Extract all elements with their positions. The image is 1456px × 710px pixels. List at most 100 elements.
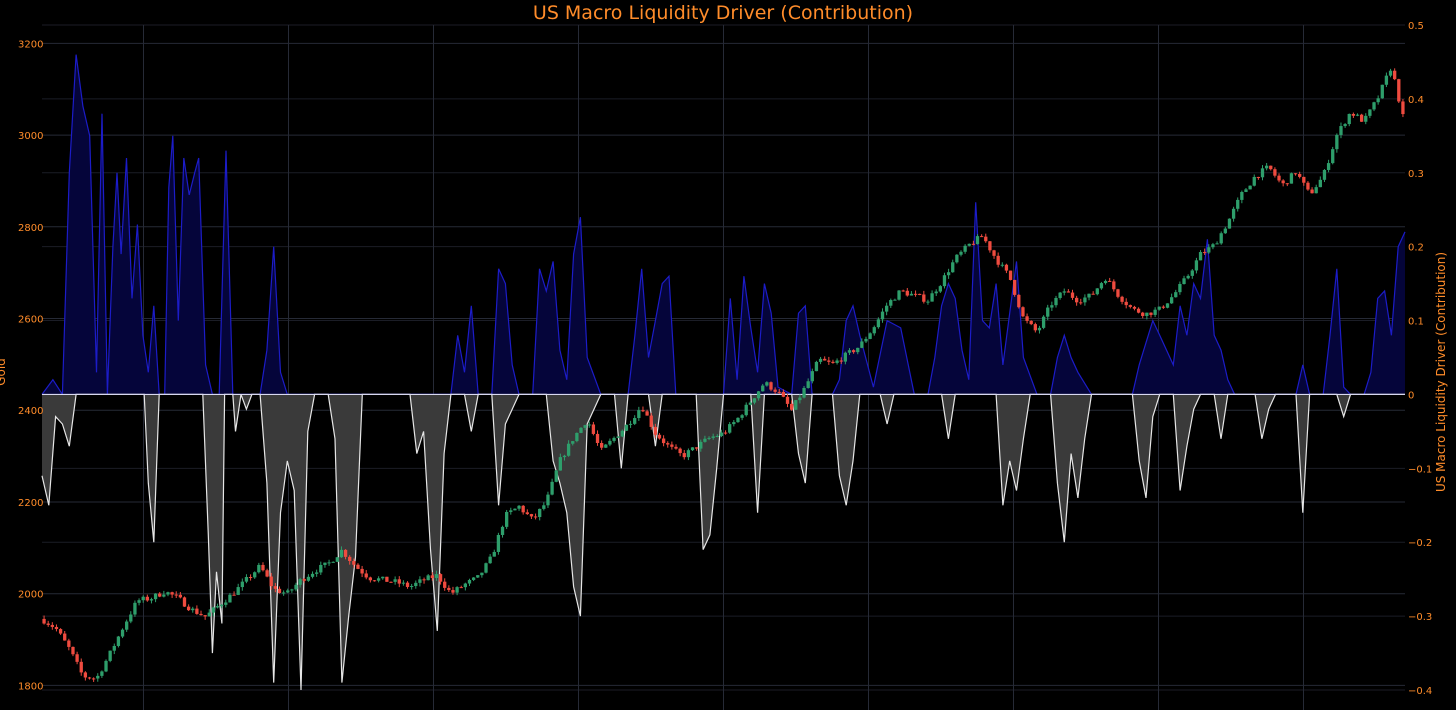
- candle-body: [232, 594, 236, 596]
- right-axis-tick-label: 0.1: [1408, 317, 1424, 328]
- candle-body: [533, 516, 538, 518]
- candle-body: [1190, 270, 1194, 276]
- candle-body: [174, 594, 178, 596]
- candle-body: [934, 291, 938, 294]
- candle-body: [1388, 70, 1393, 76]
- candle-body: [587, 424, 591, 426]
- candle-body: [975, 236, 980, 245]
- candle-body: [566, 443, 571, 456]
- candle-body: [364, 573, 368, 578]
- candle-body: [248, 577, 253, 579]
- candle-body: [1157, 306, 1161, 310]
- candle-body: [112, 645, 116, 651]
- candle-body: [1132, 306, 1137, 309]
- candle-body: [1041, 316, 1046, 328]
- candle-body: [521, 505, 525, 513]
- left-axis-tick-label: 3200: [18, 39, 43, 50]
- candle-body: [191, 608, 195, 611]
- candle-body: [1050, 305, 1054, 308]
- candle-body: [529, 514, 534, 517]
- candle-body: [162, 594, 166, 597]
- candle-body: [1120, 296, 1124, 302]
- candle-body: [794, 400, 798, 410]
- candle-body: [1223, 228, 1227, 234]
- candle-body: [1169, 297, 1174, 304]
- candle-body: [451, 590, 455, 593]
- candle-body: [1141, 312, 1145, 316]
- candle-body: [959, 251, 963, 255]
- candle-body: [674, 446, 678, 449]
- candle-body: [913, 293, 918, 295]
- left-axis-tick-label: 2000: [18, 590, 43, 601]
- candle-body: [785, 396, 790, 404]
- candle-body: [1099, 283, 1104, 289]
- left-axis-tick-label: 1800: [18, 681, 43, 692]
- right-axis-tick-label: −0.3: [1408, 612, 1432, 623]
- candle-body: [488, 556, 492, 564]
- left-axis-ticks: 1800 2000 2200 2400 2600 2800 3000 3200: [18, 39, 43, 692]
- candle-body: [600, 443, 604, 448]
- candle-body: [1145, 312, 1149, 316]
- candle-body: [562, 455, 567, 458]
- candle-body: [1194, 260, 1199, 271]
- candle-body: [595, 433, 600, 444]
- candle-body: [319, 564, 323, 573]
- candle-body: [723, 432, 728, 434]
- candle-body: [352, 561, 356, 565]
- candle-body: [963, 245, 967, 252]
- candle-body: [1186, 275, 1190, 279]
- candle-body: [608, 440, 612, 445]
- left-axis-tick-label: 2400: [18, 406, 43, 417]
- candle-body: [889, 300, 893, 306]
- candle-body: [1128, 305, 1132, 307]
- left-axis-tick-label: 2800: [18, 223, 43, 234]
- candle-body: [224, 602, 228, 605]
- candle-body: [505, 511, 509, 527]
- candle-body: [893, 299, 897, 301]
- candle-body: [1149, 312, 1153, 315]
- candle-body: [182, 597, 187, 607]
- candle-body: [628, 423, 633, 425]
- candle-body: [199, 613, 203, 616]
- candle-body: [1376, 98, 1380, 103]
- candle-body: [273, 586, 278, 589]
- candle-body: [1004, 264, 1009, 271]
- candle-body: [220, 604, 224, 607]
- candle-body: [884, 305, 889, 312]
- candle-body: [422, 579, 426, 581]
- candle-body: [393, 579, 397, 582]
- candle-body: [87, 677, 92, 679]
- candle-body: [616, 436, 620, 438]
- candle-body: [1021, 307, 1025, 317]
- candle-body: [818, 358, 823, 362]
- candle-body: [988, 241, 992, 251]
- candle-body: [1211, 244, 1215, 248]
- candle-body: [476, 575, 480, 578]
- candle-body: [1083, 297, 1087, 303]
- candle-body: [1393, 70, 1397, 80]
- candle-body: [732, 422, 736, 425]
- candle-body: [215, 606, 220, 608]
- candle-body: [1326, 163, 1331, 170]
- candle-body: [690, 447, 695, 451]
- candle-body: [765, 382, 769, 386]
- candle-body: [711, 436, 715, 438]
- candle-body: [736, 417, 740, 423]
- left-axis-title: Gold: [0, 358, 8, 386]
- candle-body: [46, 623, 50, 625]
- candle-body: [831, 361, 835, 363]
- candle-body: [1248, 185, 1252, 190]
- candle-body: [133, 602, 137, 615]
- candle-body: [1207, 247, 1211, 253]
- candle-body: [405, 582, 410, 587]
- candle-body: [480, 572, 484, 576]
- candle-body: [1236, 199, 1240, 209]
- candle-body: [1029, 320, 1033, 325]
- candle-body: [145, 596, 149, 601]
- candle-body: [752, 398, 757, 403]
- liquidity-positive-series: [41, 54, 1406, 397]
- candle-body: [348, 556, 352, 562]
- candle-body: [571, 441, 575, 444]
- candle-body: [633, 418, 637, 424]
- candle-body: [856, 347, 860, 353]
